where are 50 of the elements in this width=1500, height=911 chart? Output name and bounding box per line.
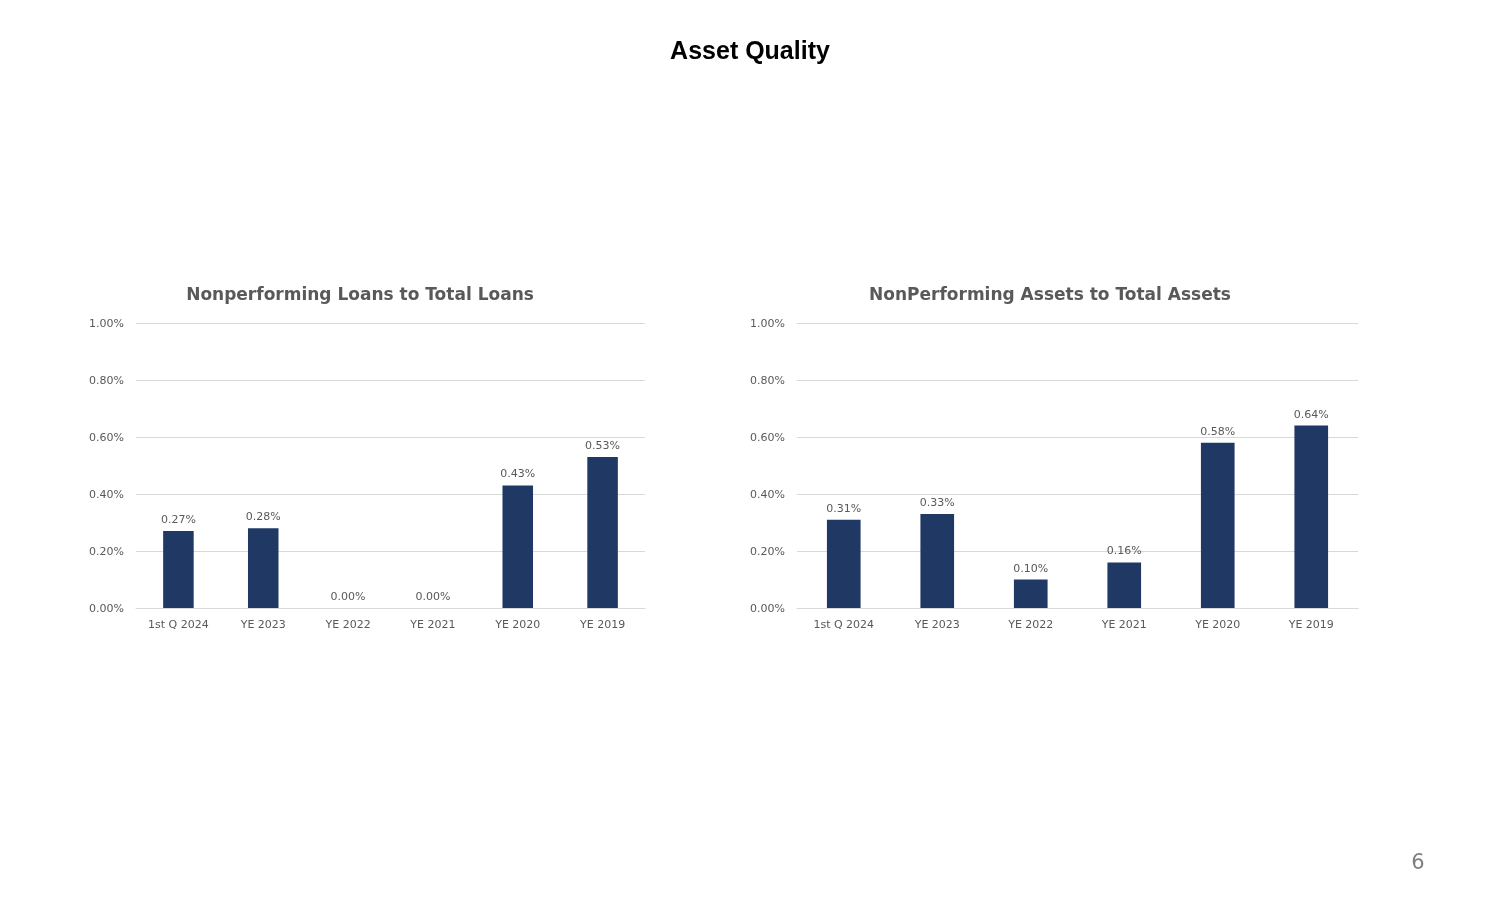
text: 6 bbox=[1410, 850, 1426, 874]
y-tick-label: 1.00% bbox=[89, 316, 124, 330]
y-tick-label: 0.40% bbox=[750, 487, 785, 501]
bar bbox=[1200, 442, 1235, 608]
data-label: 0.31% bbox=[826, 501, 862, 515]
bar bbox=[502, 485, 534, 608]
bar bbox=[247, 528, 279, 608]
data-label: 0.43% bbox=[500, 467, 536, 481]
x-tick-label: YE 2022 bbox=[1007, 618, 1054, 631]
y-tick-label: 0.20% bbox=[89, 544, 124, 558]
x-tick-label: YE 2021 bbox=[1100, 618, 1147, 631]
data-label: 0.28% bbox=[245, 510, 281, 524]
x-tick-label: YE 2020 bbox=[1194, 618, 1241, 631]
data-label: 0.00% bbox=[330, 590, 366, 603]
x-tick-label: YE 2019 bbox=[579, 618, 626, 631]
bar bbox=[920, 513, 955, 608]
x-tick-label: YE 2021 bbox=[409, 618, 456, 631]
y-tick-label: 0.20% bbox=[750, 544, 785, 558]
data-label: 0.64% bbox=[1293, 407, 1329, 421]
data-label: 0.16% bbox=[1106, 544, 1142, 558]
y-tick-label: 0.00% bbox=[750, 601, 785, 615]
y-tick-label: 1.00% bbox=[750, 316, 785, 330]
x-tick-label: YE 2019 bbox=[1287, 618, 1334, 631]
x-tick-label: YE 2023 bbox=[913, 618, 960, 631]
x-tick-label: 1st Q 2024 bbox=[813, 618, 875, 631]
bar bbox=[587, 456, 618, 608]
y-tick-label: 0.80% bbox=[89, 373, 124, 387]
bar bbox=[163, 531, 194, 608]
data-label: 0.00% bbox=[415, 590, 451, 603]
bar bbox=[826, 519, 861, 608]
y-tick-label: 0.00% bbox=[89, 601, 124, 615]
text: Asset Quality bbox=[669, 36, 831, 65]
bar bbox=[1013, 579, 1048, 608]
y-tick-label: 0.80% bbox=[750, 373, 785, 387]
data-label: 0.58% bbox=[1200, 424, 1236, 438]
bar bbox=[1107, 562, 1142, 608]
x-tick-label: YE 2022 bbox=[324, 618, 371, 631]
y-tick-label: 0.40% bbox=[89, 487, 124, 501]
bar bbox=[1294, 425, 1329, 608]
data-label: 0.33% bbox=[919, 495, 955, 509]
x-tick-label: YE 2023 bbox=[239, 618, 286, 631]
data-label: 0.53% bbox=[585, 438, 621, 452]
y-tick-label: 0.60% bbox=[89, 430, 124, 444]
data-label: 0.27% bbox=[160, 513, 196, 527]
data-label: 0.10% bbox=[1013, 561, 1049, 575]
x-tick-label: 1st Q 2024 bbox=[148, 618, 209, 631]
x-tick-label: YE 2020 bbox=[494, 618, 541, 631]
y-tick-label: 0.60% bbox=[750, 430, 785, 444]
chart-title: Nonperforming Loans to Total Loans bbox=[186, 283, 534, 304]
chart-title: NonPerforming Assets to Total Assets bbox=[869, 283, 1231, 304]
